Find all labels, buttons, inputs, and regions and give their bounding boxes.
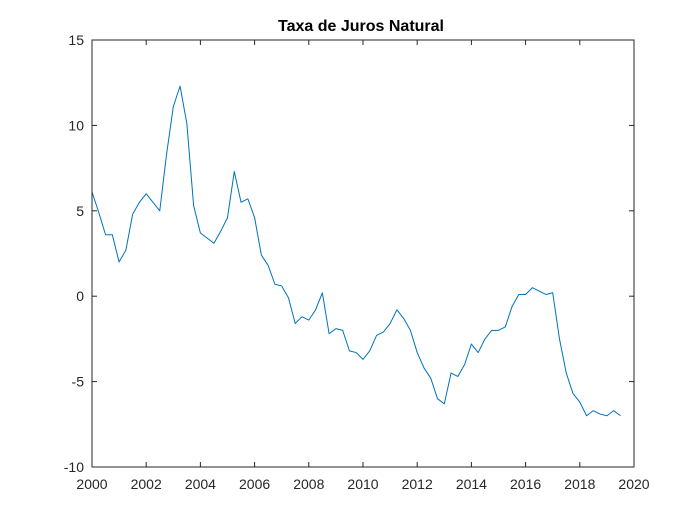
plot-area [91,85,621,417]
x-tick-label: 2018 [564,476,595,492]
y-tick-label: 15 [68,32,84,48]
x-tick-label: 2008 [293,476,324,492]
x-tick-label: 2020 [618,476,649,492]
axes-box [91,39,635,468]
y-tick-label: 0 [76,288,84,304]
series-line-0 [91,85,621,417]
x-tick-label: 2006 [239,476,270,492]
x-tick-label: 2016 [510,476,541,492]
x-tick-label: 2014 [456,476,487,492]
y-tick-label: 5 [76,203,84,219]
x-tick-label: 2012 [402,476,433,492]
x-tick-label: 2002 [131,476,162,492]
x-tick-label: 2010 [347,476,378,492]
axes: 2000 2002 2004 2006 2008 2010 2012 2014 2016 2018… [64,32,650,492]
x-tick-label: 2004 [185,476,216,492]
y-tick-label: -10 [64,459,84,475]
chart-title: Taxa de Juros Natural [278,18,444,35]
y-tick-label: 10 [68,117,84,133]
y-tick-label: -5 [72,374,85,390]
x-tick-label: 2000 [76,476,107,492]
